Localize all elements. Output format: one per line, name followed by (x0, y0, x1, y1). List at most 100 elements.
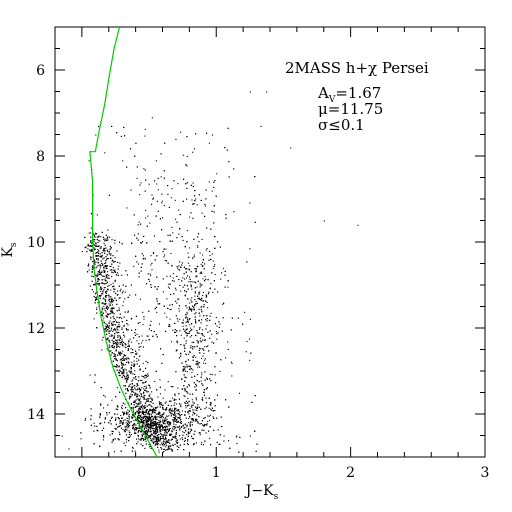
star-point (132, 349, 134, 351)
star-point (126, 411, 128, 413)
star-point (128, 345, 130, 347)
star-point (213, 280, 215, 282)
star-point (187, 298, 189, 300)
star-point (123, 354, 125, 356)
star-point (111, 324, 113, 326)
star-point (123, 430, 125, 432)
star-point (151, 424, 153, 426)
star-point (106, 259, 108, 261)
star-point (211, 272, 213, 274)
star-point (199, 315, 201, 317)
star-point (86, 251, 88, 253)
star-point (126, 429, 128, 431)
star-point (157, 177, 159, 179)
star-point (90, 258, 92, 260)
star-point (172, 419, 174, 421)
star-point (107, 307, 109, 309)
star-point (108, 277, 110, 279)
y-tick-label: 6 (36, 63, 45, 79)
star-point (85, 246, 87, 248)
star-point (123, 324, 125, 326)
star-point (150, 422, 152, 424)
star-point (187, 405, 189, 407)
star-point (101, 302, 103, 304)
star-point (149, 409, 151, 411)
star-point (173, 415, 175, 417)
star-point (159, 414, 161, 416)
star-point (159, 419, 161, 421)
star-point (111, 345, 113, 347)
star-point (200, 271, 202, 273)
star-point (203, 417, 205, 419)
star-point (254, 221, 256, 223)
star-point (167, 262, 169, 264)
star-point (169, 445, 171, 447)
star-point (152, 438, 154, 440)
star-point (91, 289, 93, 291)
star-point (102, 258, 104, 260)
star-point (183, 337, 185, 339)
star-point (122, 284, 124, 286)
star-point (108, 322, 110, 324)
star-point (145, 419, 147, 421)
star-point (162, 437, 164, 439)
star-point (192, 418, 194, 420)
star-point (144, 416, 146, 418)
star-point (162, 251, 164, 253)
star-point (119, 391, 121, 393)
star-point (175, 403, 177, 405)
star-point (162, 429, 164, 431)
star-point (103, 257, 105, 259)
star-point (174, 418, 176, 420)
star-point (136, 443, 138, 445)
star-point (139, 298, 141, 300)
star-point (131, 242, 133, 244)
star-point (184, 366, 186, 368)
star-point (108, 194, 110, 196)
star-point (164, 430, 166, 432)
star-point (164, 254, 166, 256)
star-point (160, 404, 162, 406)
star-point (101, 339, 103, 341)
star-point (116, 132, 118, 134)
star-point (157, 426, 159, 428)
star-point (179, 228, 181, 230)
star-point (162, 404, 164, 406)
star-point (203, 362, 205, 364)
star-point (109, 330, 111, 332)
star-point (181, 388, 183, 390)
star-point (206, 320, 208, 322)
star-point (184, 411, 186, 413)
star-point (154, 418, 156, 420)
star-point (107, 285, 109, 287)
star-point (104, 310, 106, 312)
star-point (206, 325, 208, 327)
star-point (176, 420, 178, 422)
star-point (156, 434, 158, 436)
star-point (217, 291, 219, 293)
star-point (119, 262, 121, 264)
star-point (106, 257, 108, 259)
star-point (122, 359, 124, 361)
star-point (128, 410, 130, 412)
star-point (164, 427, 166, 429)
star-point (119, 353, 121, 355)
star-point (148, 430, 150, 432)
star-point (204, 205, 206, 207)
star-point (94, 262, 96, 264)
star-point (191, 406, 193, 408)
star-point (122, 417, 124, 419)
star-point (144, 407, 146, 409)
star-point (147, 416, 149, 418)
star-point (147, 373, 149, 375)
star-point (159, 417, 161, 419)
star-point (150, 425, 152, 427)
star-point (177, 342, 179, 344)
star-point (133, 356, 135, 358)
star-point (93, 296, 95, 298)
star-point (154, 286, 156, 288)
star-point (160, 424, 162, 426)
star-point (194, 291, 196, 293)
star-point (178, 265, 180, 267)
star-point (197, 342, 199, 344)
